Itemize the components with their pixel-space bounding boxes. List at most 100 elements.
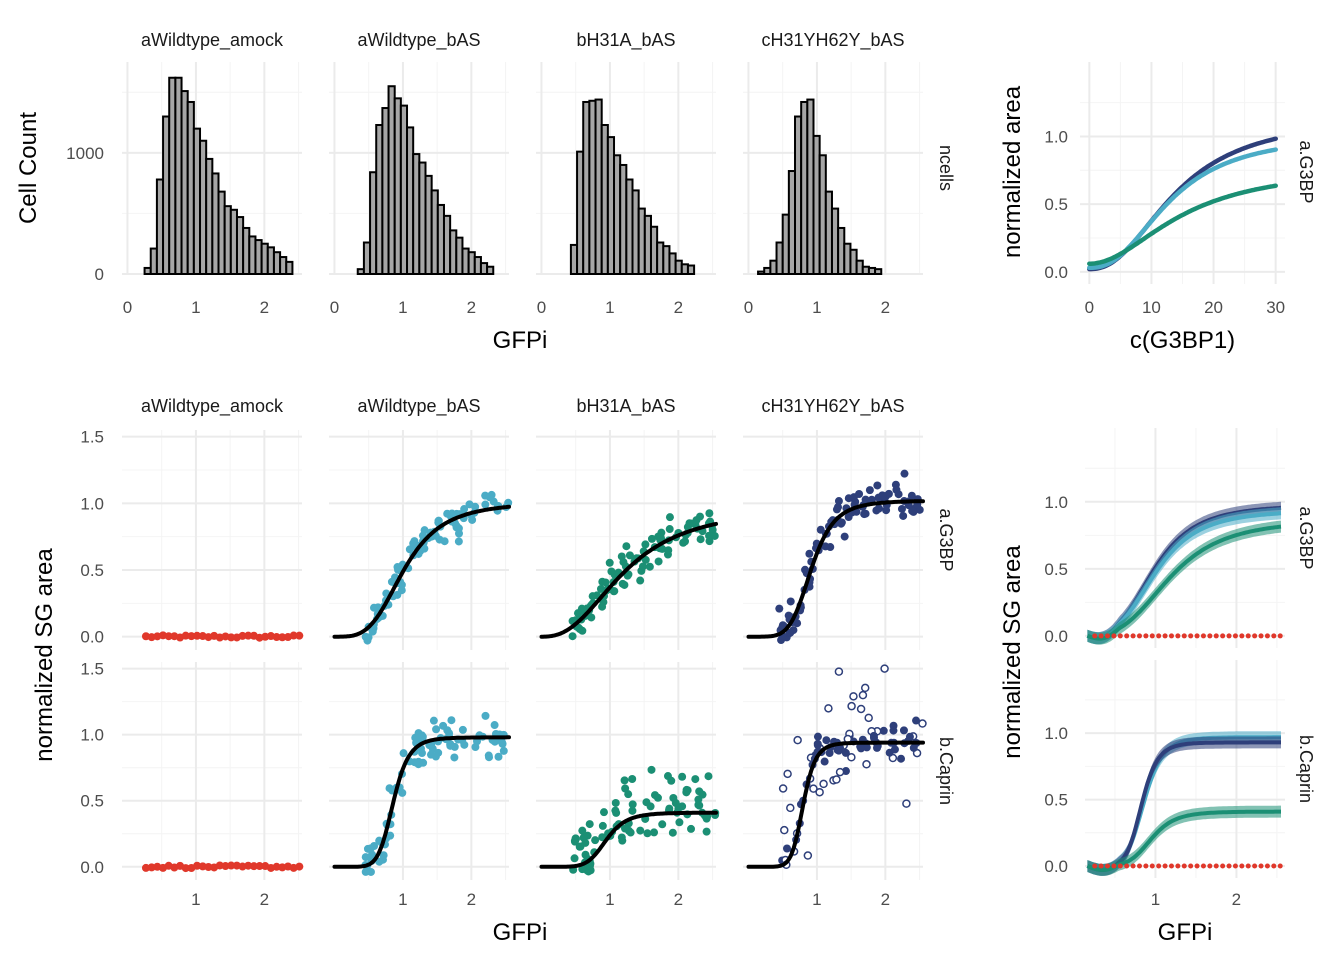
data-point-open: [819, 779, 828, 789]
data-point: [244, 631, 253, 640]
x-tick-label: 0: [537, 298, 546, 317]
y-axis-title: Cell Count: [15, 112, 42, 224]
x-tick-label: 2: [674, 890, 683, 909]
data-point: [1168, 633, 1174, 639]
grid-layer: [122, 62, 1285, 880]
data-layer: [141, 76, 1283, 876]
data-point: [471, 502, 480, 511]
data-point-open: [809, 784, 818, 793]
data-point: [1258, 633, 1264, 639]
data-point: [628, 800, 637, 809]
data-point: [687, 824, 696, 833]
data-point-open: [834, 667, 844, 676]
fit-curve-series-2: [1087, 183, 1278, 266]
data-point: [581, 850, 590, 859]
y-tick-label: 0.5: [1044, 560, 1068, 579]
data-point: [646, 802, 655, 811]
data-point: [1143, 863, 1149, 869]
data-point: [1207, 863, 1213, 869]
x-tick-label: 10: [1142, 298, 1161, 317]
x-axis-title: GFPi: [493, 919, 548, 946]
data-point: [1271, 633, 1277, 639]
data-point: [1181, 863, 1187, 869]
data-point: [821, 542, 830, 551]
data-point: [1245, 863, 1251, 869]
data-point: [675, 818, 684, 827]
data-point: [1194, 633, 1200, 639]
data-point-open: [918, 719, 927, 728]
data-point: [1245, 633, 1251, 639]
data-point: [897, 504, 906, 513]
x-axis-title: c(G3BP1): [1130, 327, 1235, 354]
data-point: [793, 619, 802, 628]
data-point: [620, 824, 629, 833]
fit-curve: [1086, 735, 1281, 872]
data-point: [834, 497, 843, 506]
data-point: [841, 748, 850, 757]
data-point: [1226, 633, 1232, 639]
data-point: [626, 828, 635, 837]
y-tick-label: 0.0: [80, 628, 104, 647]
facet-strip-label: cH31YH62Y_bAS: [761, 396, 904, 417]
data-point: [481, 500, 490, 509]
data-point: [1092, 633, 1098, 639]
data-point: [393, 563, 402, 572]
facet-strip-label: aWildtype_bAS: [357, 30, 480, 51]
facet-strip-label: bH31A_bAS: [576, 396, 675, 417]
fit-curve: [746, 740, 925, 869]
data-point: [671, 799, 680, 808]
data-point: [855, 490, 864, 499]
data-point: [890, 745, 899, 754]
data-point: [1111, 633, 1117, 639]
data-point: [1092, 863, 1098, 869]
text-layer: aWildtype_amock 0 1 2 aWildtype_bAS 0 1 2 bH31A_…: [15, 30, 1316, 946]
data-point: [647, 765, 656, 774]
data-point: [1105, 633, 1111, 639]
data-point: [857, 744, 866, 753]
y-tick-label: 1.5: [80, 428, 104, 447]
data-point: [289, 631, 298, 640]
data-point: [481, 711, 490, 720]
data-point: [368, 850, 377, 859]
facet-strip-label: aWildtype_amock: [141, 30, 284, 51]
data-point: [598, 577, 607, 586]
x-axis-title: GFPi: [1158, 919, 1213, 946]
data-point: [658, 544, 667, 553]
data-point: [1130, 633, 1136, 639]
data-point: [1117, 633, 1123, 639]
data-point: [1213, 863, 1219, 869]
data-point: [1252, 863, 1258, 869]
data-point: [193, 631, 202, 640]
y-tick-label: 0.5: [1044, 195, 1068, 214]
data-point: [654, 557, 663, 566]
data-point: [445, 729, 454, 738]
data-point: [907, 491, 916, 500]
y-tick-label: 0: [95, 265, 104, 284]
data-point: [628, 774, 637, 783]
y-axis-title: normalized area: [999, 85, 1026, 258]
fit-curve: [332, 504, 511, 639]
data-point: [418, 732, 427, 741]
data-point-open: [835, 767, 845, 777]
histogram-bar: [874, 268, 883, 276]
data-point: [581, 838, 590, 847]
x-tick-label: 30: [1266, 298, 1285, 317]
data-point-open: [860, 683, 870, 693]
x-tick-label: 0: [123, 298, 132, 317]
y-tick-label: 1.0: [1044, 493, 1068, 512]
data-point: [490, 721, 499, 730]
data-point: [599, 808, 608, 817]
data-point: [1252, 633, 1258, 639]
data-point: [1143, 633, 1149, 639]
data-point: [1111, 863, 1117, 869]
fit-curve: [1086, 524, 1282, 641]
data-point: [908, 506, 917, 515]
data-point: [1105, 863, 1111, 869]
data-point: [705, 531, 714, 540]
data-point: [1220, 863, 1226, 869]
data-point: [1136, 633, 1142, 639]
data-point: [570, 854, 579, 863]
x-tick-label: 1: [812, 890, 821, 909]
data-point: [620, 776, 629, 785]
